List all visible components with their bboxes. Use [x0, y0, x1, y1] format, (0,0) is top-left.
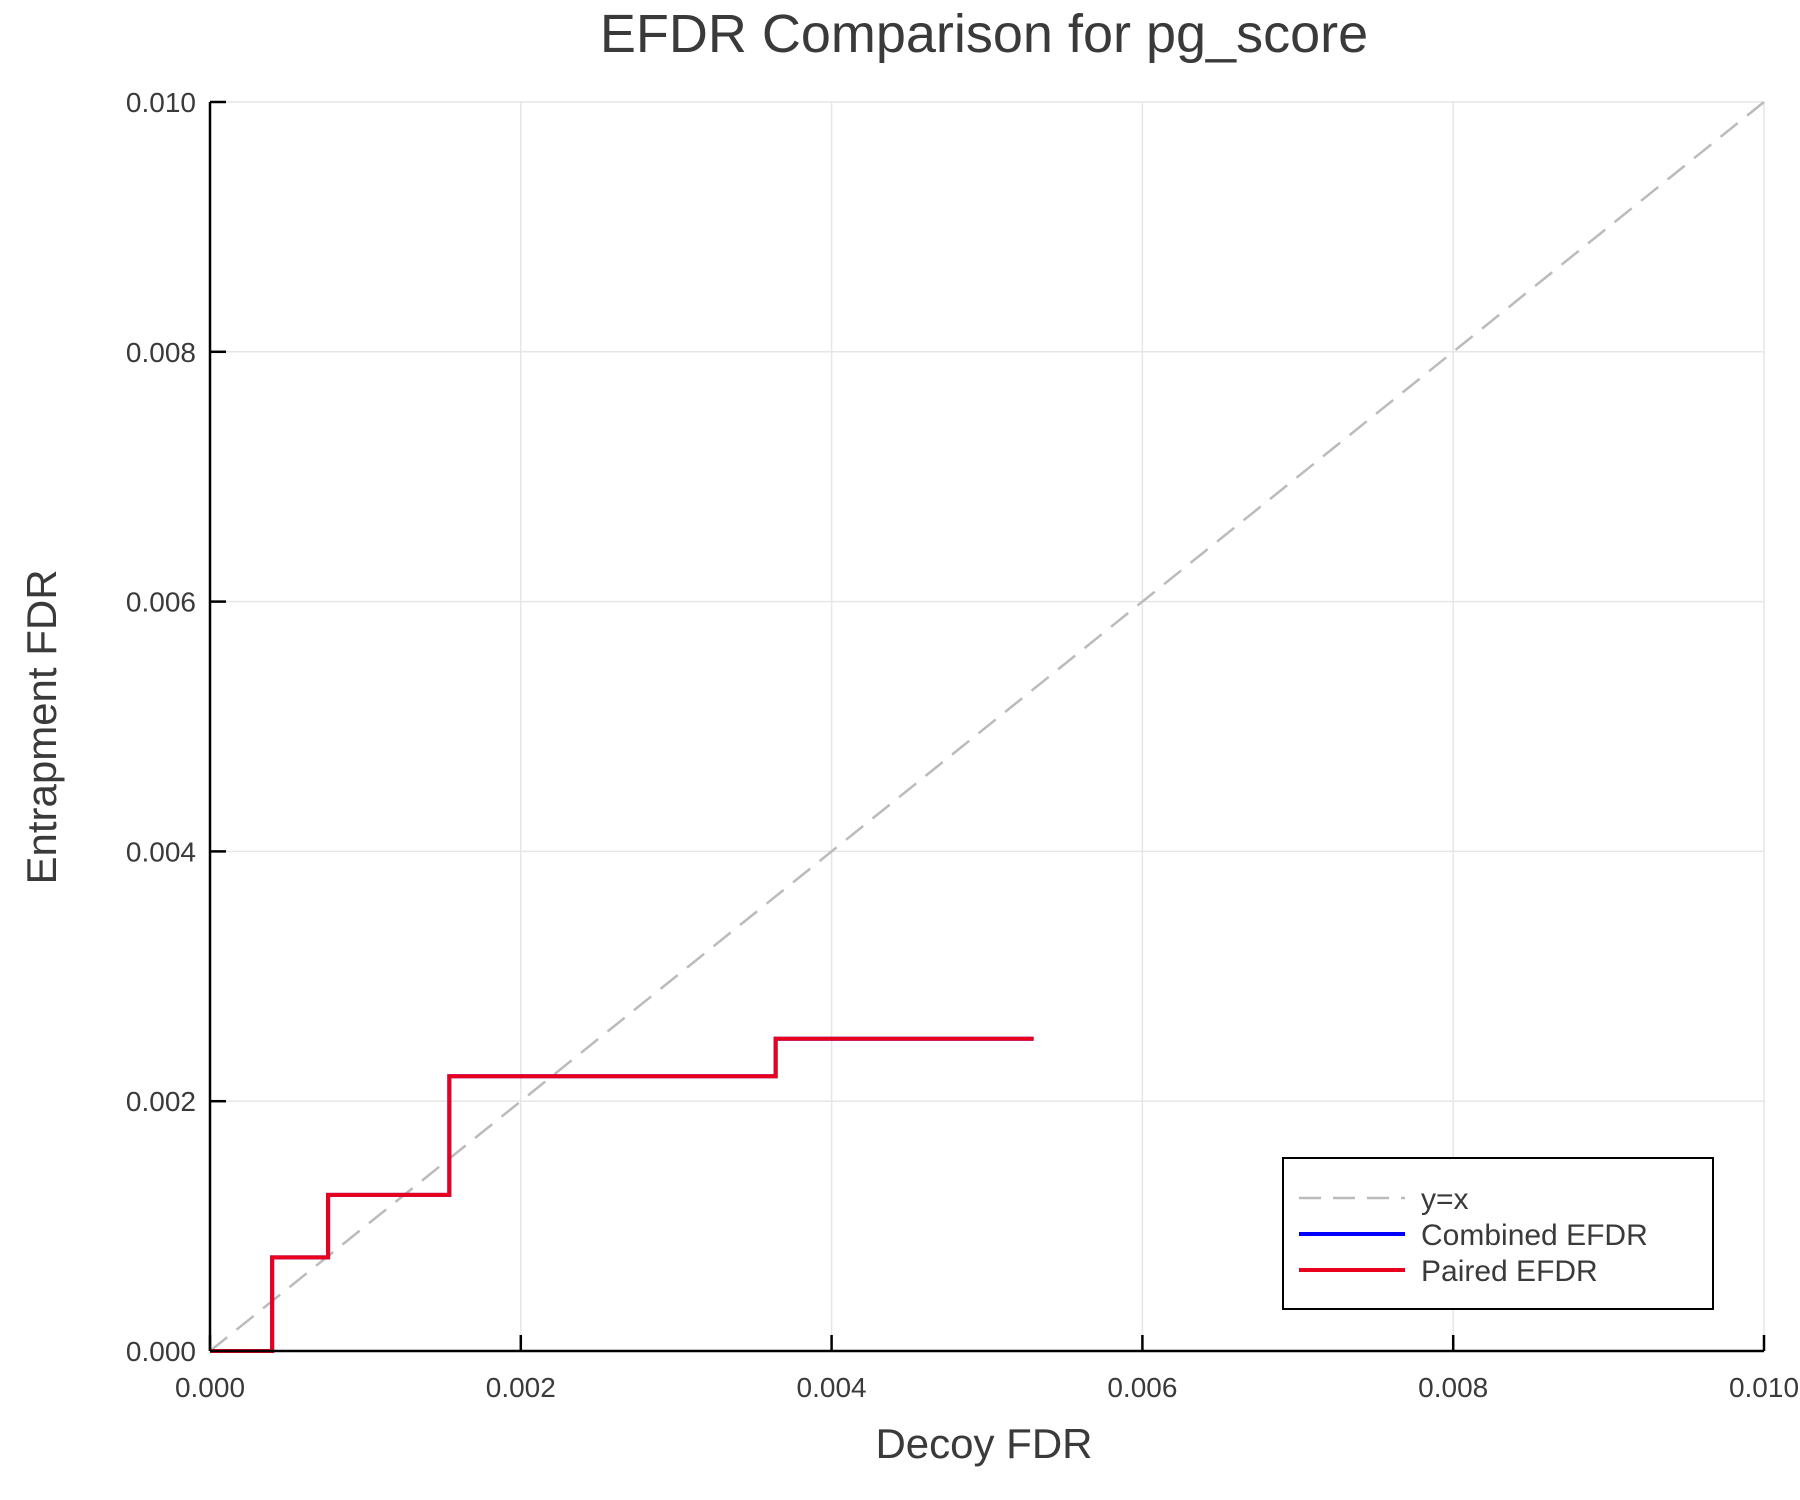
x-tick-label: 0.004 [797, 1372, 867, 1403]
ticks: 0.000 0.002 0.004 0.006 0.008 0.010 0.000 0.002… [126, 87, 1799, 1403]
x-axis-label: Decoy FDR [875, 1420, 1092, 1467]
legend-label: y=x [1421, 1183, 1469, 1216]
y-tick-label: 0.002 [126, 1086, 196, 1117]
legend-label: Paired EFDR [1421, 1255, 1598, 1288]
x-tick-label: 0.008 [1418, 1372, 1488, 1403]
axes [208, 102, 1764, 1353]
x-tick-label: 0.000 [175, 1372, 245, 1403]
x-tick-label: 0.002 [486, 1372, 556, 1403]
series-y-x [209, 101, 1765, 1352]
legend-label: Combined EFDR [1421, 1219, 1648, 1252]
y-tick-label: 0.010 [126, 87, 196, 118]
x-tick-label: 0.010 [1729, 1372, 1799, 1403]
y-tick-label: 0.008 [126, 337, 196, 368]
series [209, 101, 1765, 1353]
y-tick-label: 0.006 [126, 587, 196, 618]
y-axis-label: Entrapment FDR [18, 569, 65, 884]
series-paired-efdr [210, 1036, 1034, 1353]
y-tick-label: 0.000 [126, 1336, 196, 1367]
chart-title: EFDR Comparison for pg_score [600, 4, 1368, 64]
x-tick-label: 0.006 [1107, 1372, 1177, 1403]
y-tick-label: 0.004 [126, 836, 196, 867]
